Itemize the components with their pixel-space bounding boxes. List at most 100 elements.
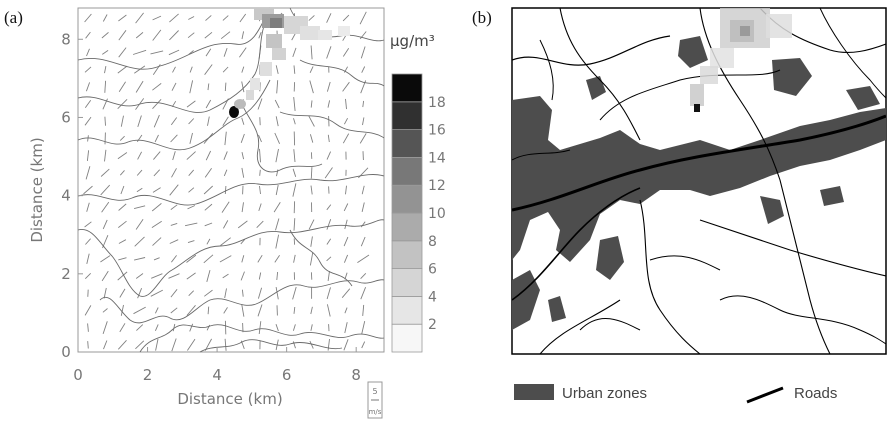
wind-vector <box>324 167 333 179</box>
wind-vector <box>151 273 163 279</box>
wind-vector <box>240 271 245 281</box>
wind-vector <box>170 289 178 298</box>
wind-vector <box>117 339 127 350</box>
wind-vector <box>86 150 90 161</box>
wind-vector <box>85 82 91 92</box>
colorbar-tick-label: 16 <box>428 123 446 139</box>
wind-vector-field <box>83 11 370 352</box>
wind-vector <box>326 46 332 59</box>
wind-vector <box>153 257 160 261</box>
wind-vector <box>293 97 296 111</box>
wind-vector <box>256 220 264 229</box>
wind-vector <box>259 148 261 163</box>
wind-vector <box>293 65 296 74</box>
wind-vector <box>239 47 247 58</box>
colorbar-band <box>391 101 423 131</box>
wind-vector <box>344 307 348 314</box>
wind-vector <box>360 287 367 300</box>
wind-vector <box>152 187 161 193</box>
contour-line <box>139 324 385 353</box>
colorbar-tick-label: 12 <box>428 178 446 194</box>
wind-vector <box>204 167 212 178</box>
wind-vector <box>188 118 195 125</box>
wind-vector <box>220 237 231 246</box>
wind-vector <box>171 338 177 352</box>
roads <box>512 8 886 354</box>
wind-vector <box>275 234 280 249</box>
wind-vector <box>171 168 177 178</box>
wind-vector <box>310 167 313 179</box>
wind-vector <box>189 323 194 332</box>
wind-vector <box>273 202 281 213</box>
wind-vector <box>189 132 193 144</box>
wind-vector <box>292 341 296 349</box>
wind-vector <box>362 117 365 126</box>
wind-vector <box>118 220 127 228</box>
wind-vector <box>154 307 159 314</box>
urban-zones-swatch <box>514 384 554 400</box>
wind-vector <box>258 203 262 212</box>
wind-vector <box>223 169 228 177</box>
wind-vector <box>86 48 90 57</box>
colorbar-tick-label: 4 <box>428 289 437 305</box>
contour-line <box>77 174 385 206</box>
wind-scale-key: 5 m/s <box>367 381 383 419</box>
wind-vector <box>203 254 214 264</box>
wind-vector <box>86 253 90 265</box>
wind-vector <box>310 324 313 331</box>
wind-vector <box>152 29 162 41</box>
wind-vector <box>85 238 91 245</box>
wind-vector <box>168 273 180 279</box>
wind-vector <box>133 306 146 315</box>
wind-vector <box>151 203 162 212</box>
wind-vector <box>309 80 314 94</box>
wind-vector <box>344 322 348 334</box>
wind-vector <box>257 287 263 299</box>
colorbar-band <box>391 129 423 158</box>
wind-vector <box>84 305 92 316</box>
map-plume-overlay <box>690 8 792 112</box>
wind-vector <box>84 221 92 228</box>
wind-vector <box>292 324 296 331</box>
wind-vector <box>134 236 145 247</box>
wind-vector <box>240 133 245 143</box>
wind-vector <box>189 66 193 73</box>
wind-vector <box>224 185 227 195</box>
wind-vector <box>219 255 232 263</box>
wind-scale-unit: m/s <box>369 408 382 416</box>
wind-vector <box>222 15 229 21</box>
wind-vector <box>361 66 366 73</box>
wind-vector <box>170 307 178 314</box>
wind-vector <box>342 48 350 57</box>
wind-vector <box>137 151 142 160</box>
wind-vector <box>155 338 159 351</box>
wind-vector <box>223 220 229 229</box>
wind-vector <box>362 304 365 316</box>
wind-vector <box>204 64 213 75</box>
wind-vector <box>104 116 106 126</box>
wind-vector <box>206 324 211 331</box>
wind-vector <box>326 81 331 92</box>
wind-vector <box>292 286 297 300</box>
wind-vector <box>241 202 244 213</box>
wind-vector <box>258 272 262 280</box>
colorbar-tick-label: 6 <box>428 262 437 278</box>
wind-vector <box>119 170 125 176</box>
wind-vector <box>189 80 194 94</box>
wind-vector <box>205 99 212 109</box>
wind-vector <box>204 338 212 351</box>
wind-vector <box>120 185 125 195</box>
wind-vector <box>186 305 196 316</box>
wind-vector <box>258 31 262 39</box>
wind-vector <box>326 219 332 230</box>
wind-vector <box>132 49 147 55</box>
wind-vector <box>257 254 263 263</box>
wind-vector <box>344 117 348 125</box>
colorbar-band <box>391 295 423 325</box>
wind-vector <box>102 308 108 313</box>
wind-vector <box>186 254 197 263</box>
wind-vector <box>172 66 176 73</box>
wind-vector <box>361 341 366 349</box>
wind-vector <box>188 290 195 297</box>
wind-vector <box>87 341 89 349</box>
